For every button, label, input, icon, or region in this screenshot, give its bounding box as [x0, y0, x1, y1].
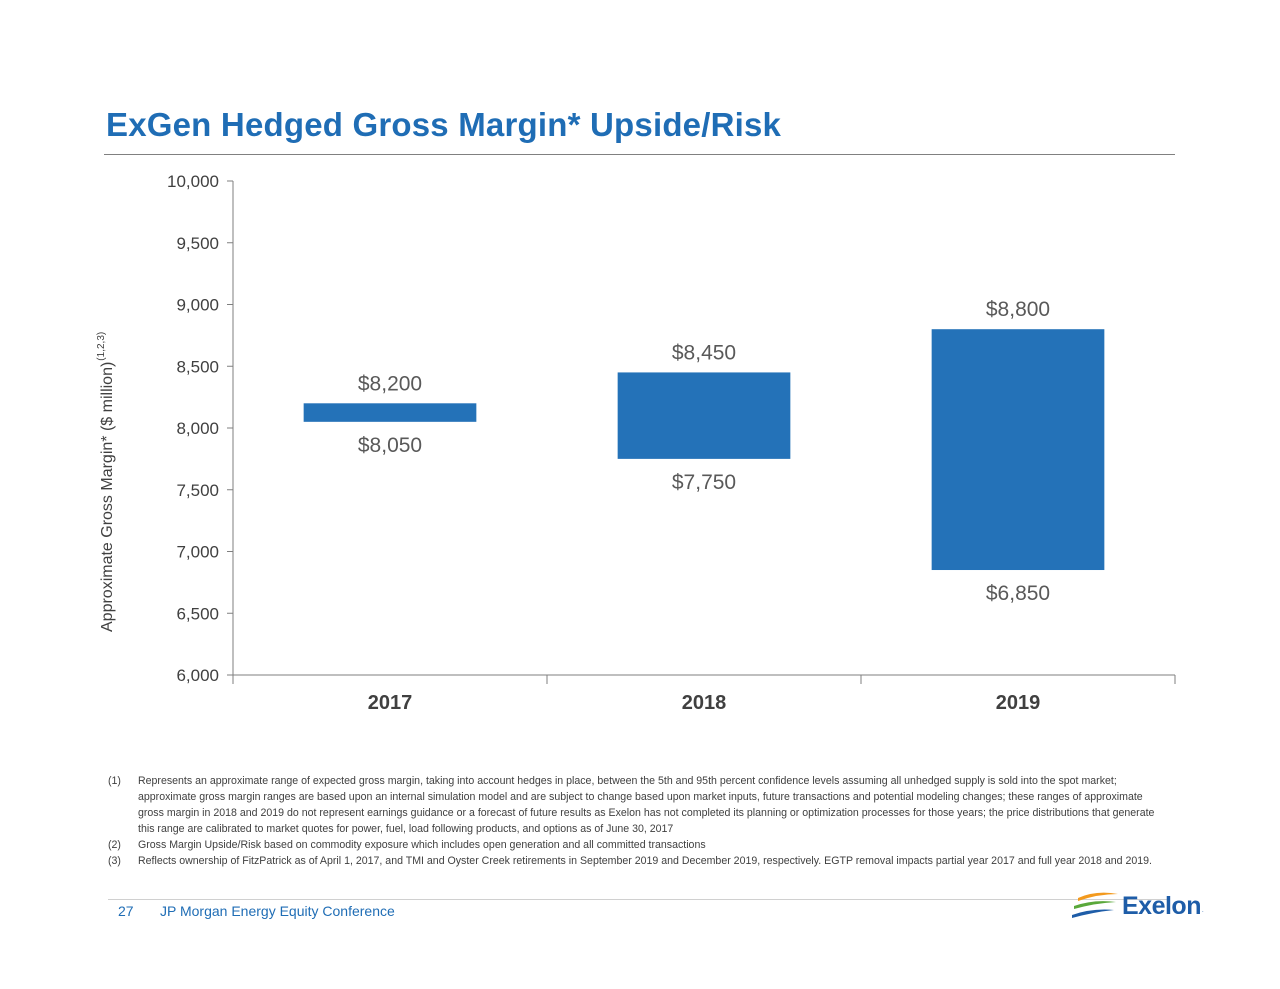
gross-margin-chart: Approximate Gross Margin* ($ million) (1… [96, 172, 1176, 714]
footnote-number: (2) [108, 839, 121, 851]
low-value-label: $7,750 [672, 471, 736, 494]
y-axis-footnote-ref: (1,2,3) [96, 332, 107, 361]
footnote-text: Gross Margin Upside/Risk based on commod… [138, 839, 706, 851]
high-value-label: $8,200 [358, 372, 422, 395]
range-bar-2017 [303, 403, 477, 422]
low-value-label: $6,850 [986, 582, 1050, 605]
y-tick-label: 9,500 [176, 234, 219, 253]
x-category-label: 2018 [682, 692, 727, 714]
y-tick-label: 6,000 [176, 666, 219, 685]
logo-wordmark: Exelon [1122, 892, 1201, 920]
data-labels: $8,200 $8,050 $8,450 $7,750 $8,800 $6,850 [358, 298, 1050, 605]
footnote-1: (1) Represents an approximate range of e… [108, 773, 1168, 837]
range-bar-2018 [617, 372, 791, 459]
conference-name: JP Morgan Energy Equity Conference [160, 903, 395, 919]
footnotes: (1) Represents an approximate range of e… [108, 773, 1168, 869]
exelon-swoosh-icon [1072, 892, 1118, 918]
footnote-number: (1) [108, 775, 121, 787]
y-tick-label: 6,500 [176, 604, 219, 623]
x-axis: 2017 2018 2019 [232, 674, 1176, 714]
title-divider [104, 154, 1175, 155]
footnote-text: Represents an approximate range of expec… [138, 775, 1155, 835]
y-tick-label: 7,000 [176, 543, 219, 562]
page-number: 27 [118, 903, 134, 919]
y-axis: 6,000 6,500 7,000 7,500 8,000 8,500 9,000 9,500… [167, 172, 234, 685]
y-tick-label: 9,000 [176, 296, 219, 315]
range-bar-2019 [931, 329, 1105, 571]
y-axis-label: Approximate Gross Margin* ($ million) (1… [96, 332, 116, 632]
footnote-text: Reflects ownership of FitzPatrick as of … [138, 855, 1152, 867]
high-value-label: $8,800 [986, 298, 1050, 321]
footnote-number: (3) [108, 855, 121, 867]
footnote-2: (2) Gross Margin Upside/Risk based on co… [108, 837, 1168, 853]
low-value-label: $8,050 [358, 434, 422, 457]
y-tick-label: 8,500 [176, 357, 219, 376]
y-axis-title: Approximate Gross Margin* ($ million) [99, 362, 116, 632]
footnote-3: (3) Reflects ownership of FitzPatrick as… [108, 853, 1168, 869]
bars [303, 329, 1105, 571]
y-tick-label: 10,000 [167, 172, 219, 191]
logo-trademark: . [1202, 908, 1204, 914]
page-title: ExGen Hedged Gross Margin* Upside/Risk [106, 106, 782, 143]
footer-divider [108, 899, 1168, 900]
y-tick-label: 7,500 [176, 481, 219, 500]
x-category-label: 2017 [368, 692, 413, 714]
high-value-label: $8,450 [672, 341, 736, 364]
y-tick-label: 8,000 [176, 419, 219, 438]
x-category-label: 2019 [996, 692, 1041, 714]
exelon-logo: Exelon . [1070, 886, 1210, 926]
